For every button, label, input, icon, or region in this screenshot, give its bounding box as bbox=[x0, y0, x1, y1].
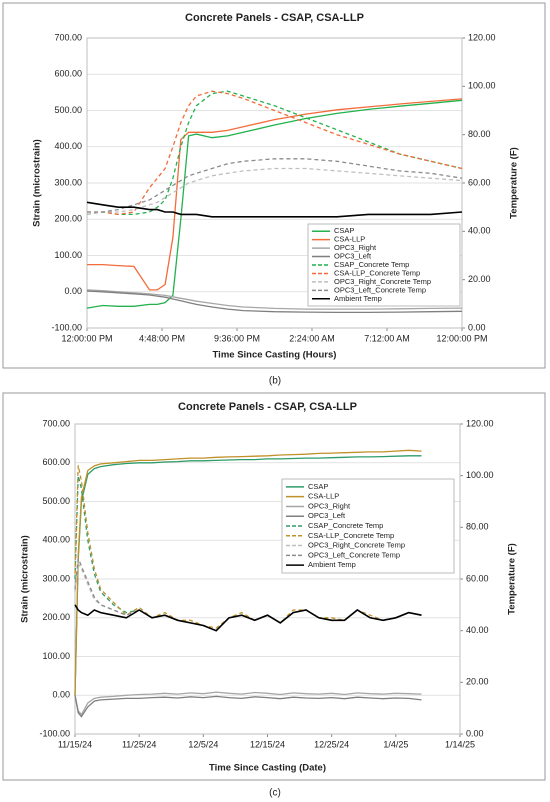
series-line bbox=[86, 289, 463, 310]
y-tick-label: 500.00 bbox=[42, 496, 70, 506]
series-line bbox=[74, 691, 422, 716]
y2-tick-label: 40.00 bbox=[468, 226, 491, 236]
legend-label: CSA-LLP_Concrete Temp bbox=[308, 531, 394, 540]
plot-area bbox=[86, 37, 463, 329]
legend-label: Ambient Temp bbox=[334, 294, 382, 303]
legend-label: CSA-LLP_Concrete Temp bbox=[334, 268, 420, 277]
y2-tick-label: 0.00 bbox=[466, 728, 484, 738]
x-tick-label: 1/4/25 bbox=[383, 739, 408, 749]
x-tick-label: 1/14/25 bbox=[445, 739, 475, 749]
y-tick-label: 300.00 bbox=[54, 177, 82, 187]
y-tick-label: 300.00 bbox=[42, 573, 70, 583]
legend-label: OPC3_Right bbox=[308, 501, 351, 510]
x-tick-label: 2:24:00 AM bbox=[289, 333, 335, 343]
x-tick-label: 12/25/24 bbox=[314, 739, 349, 749]
series-line bbox=[87, 90, 463, 216]
y-tick-label: 700.00 bbox=[42, 418, 70, 428]
y-tick-label: 500.00 bbox=[54, 105, 82, 115]
series-line bbox=[86, 99, 463, 309]
y-axis-title: Strain (microstrain) bbox=[20, 535, 31, 623]
x-tick-label: 4:48:00 PM bbox=[139, 333, 185, 343]
y2-tick-label: 120.00 bbox=[468, 32, 496, 42]
legend: CSAPCSA-LLPOPC3_RightOPC3_LeftCSAP_Concr… bbox=[307, 223, 461, 307]
y-tick-label: 0.00 bbox=[64, 286, 82, 296]
legend-label: OPC3_Left_Concrete Temp bbox=[334, 285, 426, 294]
y2-tick-label: 0.00 bbox=[468, 322, 486, 332]
y-tick-label: 200.00 bbox=[42, 612, 70, 622]
series-line bbox=[87, 98, 463, 291]
legend-label: CSAP bbox=[334, 226, 354, 235]
y-tick-label: 100.00 bbox=[42, 651, 70, 661]
y-tick-label: 200.00 bbox=[54, 214, 82, 224]
legend: CSAPCSA-LLPOPC3_RightOPC3_LeftCSAP_Concr… bbox=[281, 478, 455, 574]
y-tick-label: 400.00 bbox=[54, 141, 82, 151]
y2-tick-label: 40.00 bbox=[466, 625, 489, 635]
y2-tick-label: 80.00 bbox=[468, 129, 491, 139]
y-tick-label: 600.00 bbox=[42, 457, 70, 467]
chart: Concrete Panels - CSAP, CSA-LLP (b) -100.0… bbox=[2, 2, 546, 387]
legend-label: OPC3_Left bbox=[334, 252, 372, 261]
y2-axis-title: Temperature (F) bbox=[507, 543, 518, 615]
chart: Concrete Panels - CSAP, CSA-LLP (c) -100.0… bbox=[2, 392, 546, 799]
series-line bbox=[86, 290, 463, 314]
y2-tick-label: 60.00 bbox=[468, 177, 491, 187]
chart-frame bbox=[2, 392, 546, 781]
y2-tick-label: 20.00 bbox=[466, 677, 489, 687]
x-axis-title: Time Since Casting (Date) bbox=[209, 763, 326, 774]
x-tick-label: 12/15/24 bbox=[250, 739, 285, 749]
series-line bbox=[74, 604, 422, 632]
x-axis-title: Time Since Casting (Hours) bbox=[213, 350, 337, 361]
legend-box bbox=[307, 223, 461, 307]
legend-label: OPC3_Left_Concrete Temp bbox=[308, 550, 400, 559]
caption: (b) bbox=[269, 376, 281, 387]
legend-label: Ambient Temp bbox=[308, 560, 356, 569]
x-tick-label: 11/15/24 bbox=[58, 739, 92, 749]
legend-label: OPC3_Right bbox=[334, 243, 377, 252]
series-line bbox=[74, 449, 422, 696]
x-tick-label: 12/5/24 bbox=[188, 739, 218, 749]
y-axis-title: Strain (microstrain) bbox=[32, 139, 43, 227]
chart-frame bbox=[2, 2, 546, 369]
y-tick-label: 100.00 bbox=[54, 250, 82, 260]
y-tick-label: 400.00 bbox=[42, 535, 70, 545]
legend-label: CSAP bbox=[308, 482, 328, 491]
series-line bbox=[86, 90, 463, 216]
series-line bbox=[86, 201, 463, 218]
x-tick-label: 12:00:00 PM bbox=[61, 333, 112, 343]
y2-tick-label: 20.00 bbox=[468, 274, 491, 284]
y-tick-label: -100.00 bbox=[51, 322, 82, 332]
legend-label: CSAP_Concrete Temp bbox=[334, 260, 409, 269]
y-tick-label: 0.00 bbox=[52, 690, 70, 700]
legend-label: OPC3_Left bbox=[308, 511, 346, 520]
legend-label: OPC3_Right_Concrete Temp bbox=[334, 277, 431, 286]
series-line bbox=[74, 695, 422, 718]
caption: (c) bbox=[269, 788, 281, 799]
y-tick-label: -100.00 bbox=[39, 728, 70, 738]
chart-title: Concrete Panels - CSAP, CSA-LLP bbox=[185, 12, 364, 24]
legend-label: CSAP_Concrete Temp bbox=[308, 521, 383, 530]
legend-box bbox=[281, 478, 455, 574]
y2-tick-label: 80.00 bbox=[466, 522, 489, 532]
y2-tick-label: 120.00 bbox=[466, 418, 494, 428]
y2-axis-title: Temperature (F) bbox=[509, 147, 520, 219]
legend-label: CSA-LLP bbox=[334, 235, 365, 244]
y2-tick-label: 100.00 bbox=[466, 470, 494, 480]
x-tick-label: 12:00:00 PM bbox=[436, 333, 487, 343]
x-tick-label: 9:36:00 PM bbox=[214, 333, 260, 343]
x-tick-label: 11/25/24 bbox=[122, 739, 156, 749]
series-line bbox=[74, 455, 422, 696]
y2-tick-label: 100.00 bbox=[468, 81, 496, 91]
legend-label: CSA-LLP bbox=[308, 492, 339, 501]
y-tick-label: 600.00 bbox=[54, 69, 82, 79]
y-tick-label: 700.00 bbox=[54, 32, 82, 42]
series-line bbox=[87, 158, 463, 213]
x-tick-label: 7:12:00 AM bbox=[364, 333, 410, 343]
chart-title: Concrete Panels - CSAP, CSA-LLP bbox=[178, 401, 357, 413]
y2-tick-label: 60.00 bbox=[466, 573, 489, 583]
legend-label: OPC3_Right_Concrete Temp bbox=[308, 541, 405, 550]
